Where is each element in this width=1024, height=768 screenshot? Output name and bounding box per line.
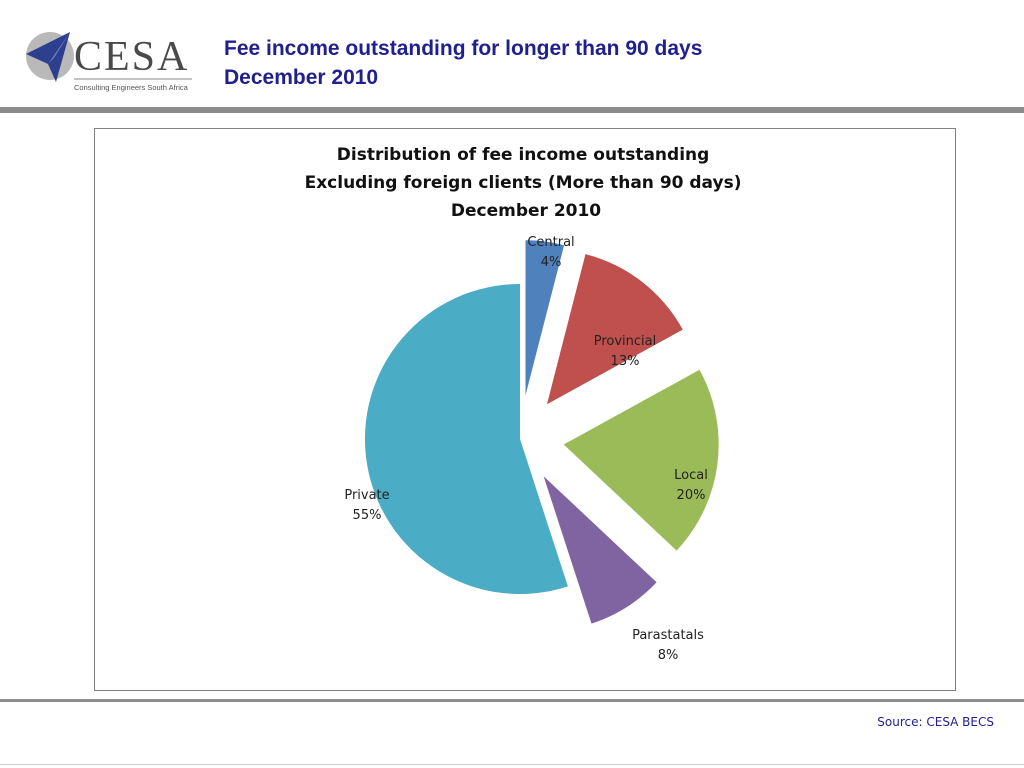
pie-slice-central xyxy=(525,240,565,396)
slice-label-central: Central xyxy=(527,235,574,250)
slice-label-provincial: Provincial xyxy=(594,334,657,349)
footer-line xyxy=(0,764,1024,765)
pie-slice-parastatals xyxy=(543,476,657,624)
slice-value-local: 20% xyxy=(677,488,706,503)
page-title: Fee income outstanding for longer than 9… xyxy=(224,34,702,92)
logo-wordmark: CESA xyxy=(74,34,189,80)
cesa-logo: CESA Consulting Engineers South Africa xyxy=(24,28,196,94)
pie-slice-provincial xyxy=(547,254,683,405)
slice-value-central: 4% xyxy=(541,255,562,270)
chart-title: Distribution of fee income outstanding E… xyxy=(305,145,748,221)
slice-label-local: Local xyxy=(674,468,708,483)
page-title-line2: December 2010 xyxy=(224,66,379,89)
chart-title-line3: December 2010 xyxy=(451,201,601,221)
source-note: Source: CESA BECS xyxy=(877,715,994,729)
pie-chart: Distribution of fee income outstanding E… xyxy=(305,145,748,663)
pie-slice-private xyxy=(364,284,568,594)
top-divider xyxy=(0,107,1024,113)
chart-frame: Distribution of fee income outstanding E… xyxy=(94,128,956,691)
slice-label-private: Private xyxy=(344,488,389,503)
logo-arrow-icon xyxy=(26,32,70,82)
slice-value-private: 55% xyxy=(353,508,382,523)
slice-value-parastatals: 8% xyxy=(658,648,679,663)
slice-value-provincial: 13% xyxy=(611,354,640,369)
bottom-divider xyxy=(0,699,1024,702)
slice-label-parastatals: Parastatals xyxy=(632,628,704,643)
page-title-line1: Fee income outstanding for longer than 9… xyxy=(224,37,703,60)
logo-tagline: Consulting Engineers South Africa xyxy=(74,83,189,92)
chart-title-line1: Distribution of fee income outstanding xyxy=(337,145,710,165)
chart-title-line2: Excluding foreign clients (More than 90 … xyxy=(305,173,742,193)
pie-slice-local xyxy=(563,369,719,551)
